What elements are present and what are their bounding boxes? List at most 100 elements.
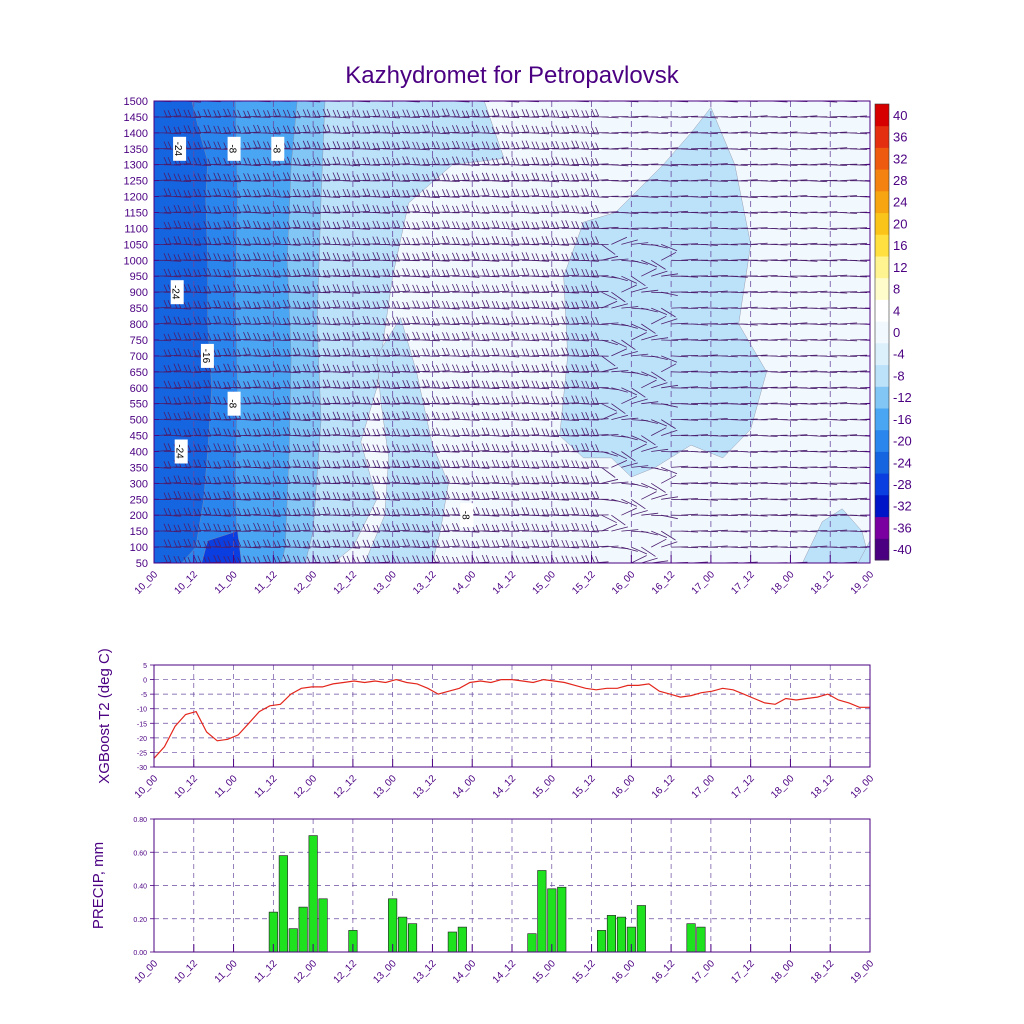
wind-barb [362, 115, 380, 118]
wind-barb-flag [356, 333, 361, 341]
wind-barb-flag [461, 173, 466, 181]
wind-barb-flag [187, 268, 192, 276]
contour-label-text: -16 [200, 349, 211, 364]
wind-barb-flag [572, 94, 575, 101]
wind-barb-flag [531, 284, 536, 292]
wind-barb-flag [545, 204, 550, 213]
wind-barb [591, 402, 609, 405]
wind-barb-flag [376, 189, 381, 197]
wind-barb [243, 180, 261, 182]
wind-barb-flag [416, 396, 420, 404]
wind-barb [601, 523, 618, 532]
wind-barb-flag [555, 252, 560, 261]
wind-barb [541, 307, 559, 310]
wind-barb [303, 228, 321, 230]
wind-barb-flag [412, 524, 416, 532]
wind-barb [462, 243, 480, 245]
wind-barb-flag [402, 380, 407, 388]
wind-barb [631, 371, 648, 377]
wind-barb-flag [223, 301, 228, 309]
wind-barb [760, 180, 778, 182]
wind-barb-flag [346, 540, 351, 548]
wind-barb-flag [406, 333, 411, 341]
wind-barb [362, 370, 380, 373]
wind-barb [163, 482, 181, 484]
wind-barb-flag [173, 173, 178, 181]
wind-barb-flag [336, 492, 341, 500]
wind-barb-flag [356, 348, 361, 356]
wind-barb-flag [322, 475, 327, 483]
wind-barb-flag [197, 524, 202, 532]
wind-barb-flag [526, 94, 529, 101]
wind-barb [850, 530, 868, 533]
wind-barb-flag [223, 285, 228, 293]
wind-barb [581, 403, 599, 405]
wind-barb-flag [292, 381, 297, 389]
wind-barb-flag [355, 101, 356, 102]
wind-barb-flag [207, 317, 212, 325]
wind-barb-flag [535, 427, 540, 435]
wind-barb-flag [316, 396, 321, 404]
wind-barb [223, 196, 241, 198]
wind-barb-flag [286, 507, 291, 516]
wind-barb [402, 465, 420, 468]
wind-barb-flag [213, 443, 218, 451]
wind-barb [233, 338, 251, 341]
wind-barb-flag [356, 379, 361, 388]
wind-barb [601, 300, 618, 309]
wind-barb [511, 435, 530, 437]
wind-barb-flag [396, 540, 401, 548]
wind-barb [382, 514, 400, 517]
wind-barb [660, 530, 676, 541]
wind-barb-flag [452, 348, 456, 357]
wind-barb-flag [277, 556, 281, 563]
wind-barb-flag [193, 188, 198, 197]
wind-barb-flag [581, 443, 585, 451]
wind-barb-flag [322, 540, 327, 548]
wind-barb-flag [406, 395, 410, 403]
wind-barb [233, 371, 251, 374]
wind-barb [183, 338, 201, 341]
wind-barb [342, 323, 360, 325]
wind-barb [482, 466, 500, 468]
wind-barb [502, 195, 520, 197]
wind-barb [571, 116, 589, 118]
wind-barb [830, 291, 848, 294]
wind-barb-flag [193, 539, 198, 548]
wind-barb [273, 275, 291, 277]
y-tick-label: 1300 [124, 160, 148, 172]
wind-barb-flag [366, 555, 371, 563]
wind-barb [750, 275, 768, 278]
wind-barb [800, 514, 818, 517]
wind-barb [690, 147, 709, 150]
y-tick-label: 1150 [124, 208, 148, 220]
wind-barb-flag [386, 299, 391, 308]
wind-barb-flag [392, 443, 397, 452]
wind-barb-flag [217, 555, 222, 563]
wind-barb-flag [237, 523, 241, 531]
wind-barb-flag [426, 348, 430, 356]
wind-barb [641, 491, 657, 500]
wind-barb-flag [356, 507, 361, 515]
wind-barb-flag [581, 508, 586, 516]
wind-barb [462, 435, 480, 437]
wind-barb-flag [376, 460, 381, 468]
wind-barb [472, 339, 490, 342]
wind-barb-flag [402, 333, 407, 341]
wind-barb [730, 546, 748, 549]
wind-barb-flag [263, 523, 267, 532]
wind-barb [631, 148, 649, 151]
wind-barb [362, 482, 380, 484]
wind-barb-flag [501, 523, 506, 531]
wind-barb-flag [561, 347, 566, 355]
wind-barb-flag [193, 555, 198, 563]
wind-barb-flag [217, 380, 222, 388]
wind-barb [323, 323, 341, 326]
wind-barb [203, 434, 221, 436]
wind-barb-flag [173, 332, 178, 340]
wind-barb-flag [436, 492, 440, 500]
wind-barb [352, 210, 370, 213]
wind-barb-flag [322, 108, 327, 117]
wind-barb [820, 482, 838, 485]
wind-barb [492, 418, 510, 420]
